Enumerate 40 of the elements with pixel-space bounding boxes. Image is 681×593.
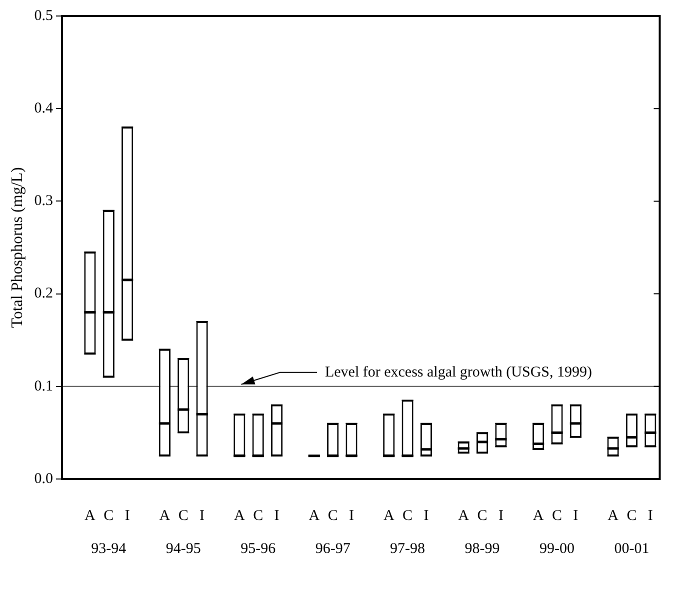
x-tick-label: A	[234, 508, 245, 524]
x-tick-label: C	[178, 508, 188, 524]
x-tick-label: C	[626, 508, 637, 524]
y-tick-label: 0.0	[34, 470, 53, 487]
text: 95-96	[240, 540, 276, 557]
y-tick-label: 0.3	[34, 193, 53, 210]
text: 99-00	[540, 540, 575, 557]
y-tick-label: 0.4	[34, 100, 54, 117]
y-tick-label: 0.5	[34, 8, 53, 24]
x-tick-label: A	[84, 508, 96, 524]
x-tick-label: I	[274, 508, 280, 524]
x-tick-label: C	[328, 508, 338, 524]
text: 97-98	[390, 540, 426, 557]
x-tick-label: C	[104, 508, 114, 524]
x-tick-label: C	[477, 508, 488, 524]
x-tick-label: A	[532, 508, 544, 524]
text: 98-99	[464, 540, 500, 557]
text: 96-97	[315, 540, 351, 557]
y-axis-title: Total Phosphorus (mg/L)	[8, 167, 26, 328]
y-tick-label: 0.1	[34, 378, 53, 394]
x-tick-label: A	[159, 508, 170, 524]
x-tick-label: A	[383, 508, 394, 524]
x-tick-label: I	[124, 508, 130, 524]
x-tick-label: A	[608, 508, 619, 524]
x-tick-label: C	[253, 508, 264, 524]
x-tick-label: I	[200, 508, 205, 524]
x-tick-label: I	[573, 508, 578, 524]
x-tick-label: I	[648, 508, 653, 524]
text: 93-94	[91, 540, 127, 557]
x-tick-label: I	[349, 508, 354, 524]
ref-line-label: Level for excess algal growth (USGS, 1999)	[324, 364, 592, 380]
y-tick-label: 0.2	[34, 286, 53, 302]
x-tick-label: A	[458, 508, 470, 524]
x-tick-label: A	[308, 508, 320, 524]
text: 94-95	[166, 540, 201, 557]
x-tick-label: I	[498, 508, 504, 524]
x-tick-label: I	[424, 508, 429, 524]
x-tick-label: C	[552, 508, 562, 524]
x-tick-label: C	[402, 508, 413, 524]
text: 00-01	[614, 540, 650, 557]
